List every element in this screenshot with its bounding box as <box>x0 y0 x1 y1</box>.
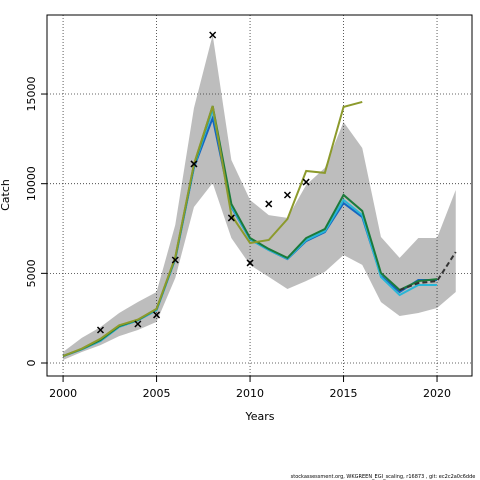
observation <box>96 326 105 334</box>
observation <box>190 160 198 168</box>
observation <box>265 200 273 208</box>
plot-frame <box>46 14 473 377</box>
y-tick-label: 15000 <box>25 77 38 112</box>
series-line <box>62 100 363 357</box>
x-axis-label: Years <box>244 410 274 423</box>
observation <box>302 178 310 186</box>
confidence-band <box>63 35 456 360</box>
observation <box>171 256 179 264</box>
x-tick-label: 2020 <box>423 387 451 400</box>
observation <box>153 311 161 319</box>
x-tick-label: 2010 <box>236 387 264 400</box>
observation <box>209 31 217 39</box>
series-line <box>399 251 457 291</box>
observation <box>246 259 254 267</box>
observation <box>134 320 142 328</box>
x-tick-label: 2000 <box>49 387 77 400</box>
footer: stockassessment.org, WKGREEN_EGI_scaling… <box>291 474 476 480</box>
y-axis-label: Catch <box>0 179 12 211</box>
x-tick-label: 2005 <box>143 387 171 400</box>
observation <box>283 191 291 199</box>
y-tick-label: 0 <box>25 359 38 366</box>
observation <box>227 214 235 222</box>
x-tick-label: 2015 <box>330 387 358 400</box>
y-tick-label: 10000 <box>25 166 38 201</box>
y-tick-label: 5000 <box>25 259 38 287</box>
